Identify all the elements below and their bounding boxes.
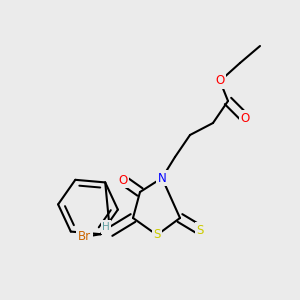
Text: S: S [153, 229, 161, 242]
Text: O: O [215, 74, 225, 88]
Text: S: S [196, 224, 204, 236]
Text: O: O [118, 173, 127, 187]
Text: O: O [240, 112, 250, 124]
Text: N: N [158, 172, 166, 184]
Text: Br: Br [78, 230, 91, 243]
Text: H: H [102, 222, 110, 232]
